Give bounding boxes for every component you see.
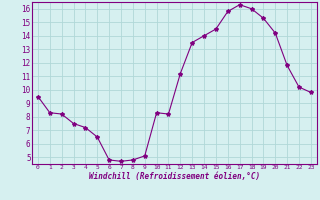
X-axis label: Windchill (Refroidissement éolien,°C): Windchill (Refroidissement éolien,°C) — [89, 172, 260, 181]
